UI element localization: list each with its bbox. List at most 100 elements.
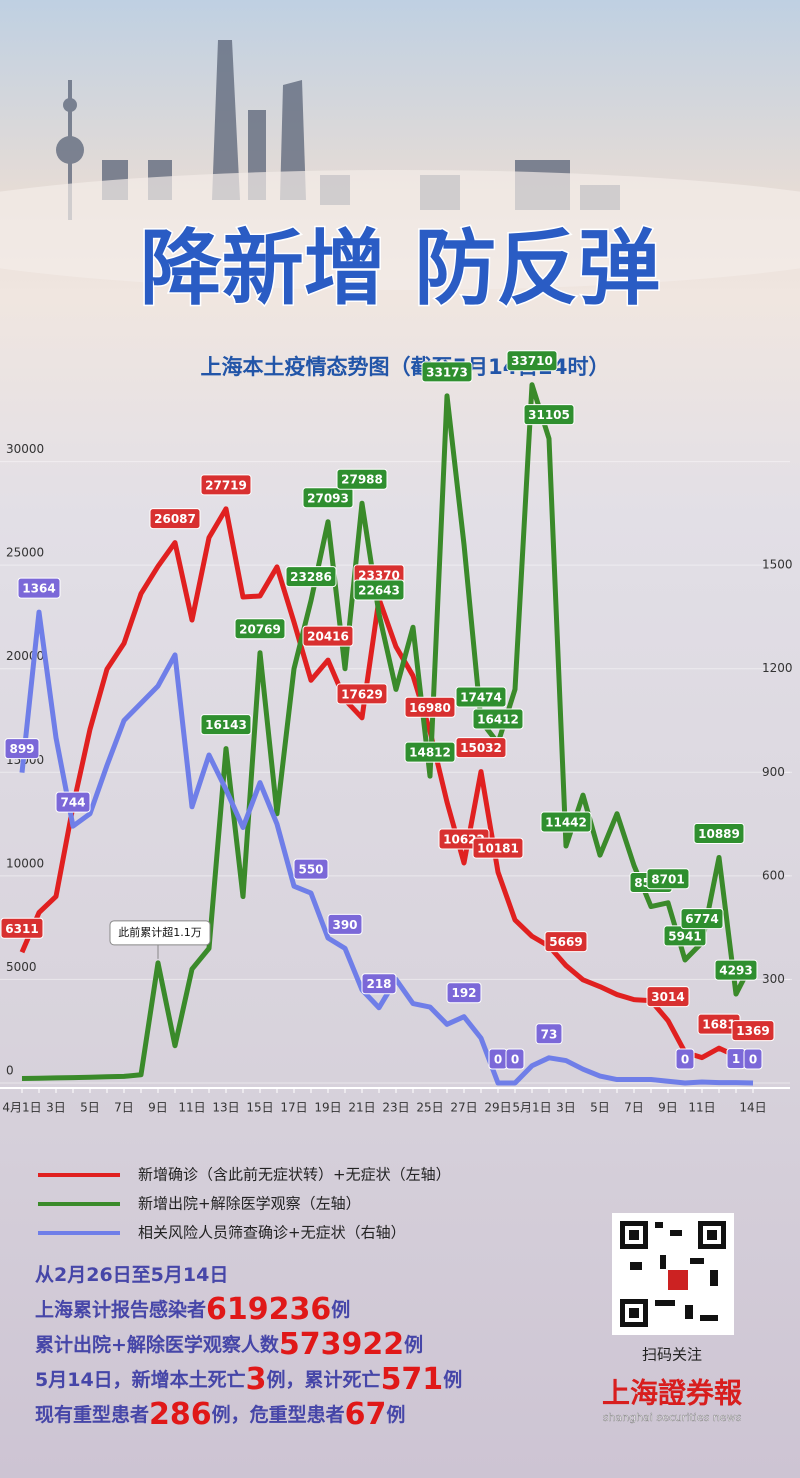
x-tick-label: 19日 [314, 1101, 341, 1115]
series-line [19, 506, 754, 1061]
value-label-box [4, 738, 40, 760]
stat-text: 5月14日，新增本土死亡 [35, 1368, 246, 1391]
value-label: 20416 [307, 630, 349, 644]
value-label: 744 [60, 796, 85, 810]
value-label-box [353, 579, 405, 601]
value-label: 1 [732, 1052, 740, 1066]
annotation-box [109, 920, 211, 946]
y2-tick-label: 1500 [762, 558, 793, 572]
x-tick-label: 11日 [178, 1101, 205, 1115]
legend-label: 新增确诊（含此前无症状转）+无症状（左轴） [138, 1166, 451, 1184]
plot: 0500010000150002000025000300003006009001… [0, 350, 793, 1115]
value-label-box [327, 913, 363, 935]
legend: 新增确诊（含此前无症状转）+无症状（左轴） 新增出院+解除医学观察（左轴） 相关风险… [38, 1166, 451, 1242]
value-label-box [743, 1048, 763, 1070]
value-label-box [149, 508, 201, 530]
y-tick-label: 30000 [6, 442, 44, 456]
value-label-box [523, 404, 575, 426]
y-tick-label: 20000 [6, 649, 44, 663]
stat-text: 现有重型患者 [35, 1403, 149, 1426]
value-label-box [404, 741, 456, 763]
value-label: 5941 [668, 929, 701, 943]
value-label: 10889 [698, 827, 740, 841]
x-tick-label: 9日 [658, 1101, 678, 1115]
x-tick-label: 9日 [148, 1101, 168, 1115]
value-label: 20769 [239, 622, 281, 636]
stat-text: 例 [331, 1298, 350, 1321]
x-tick-label: 7日 [114, 1101, 134, 1115]
x-tick-label: 14日 [739, 1101, 766, 1115]
x-tick-label: 15日 [246, 1101, 273, 1115]
value-label: 10181 [477, 842, 519, 856]
stat-number: 619236 [206, 1292, 331, 1327]
value-label-box [404, 696, 456, 718]
value-label-box [336, 468, 388, 490]
value-label-box [544, 931, 588, 953]
value-label: 17629 [341, 687, 383, 701]
value-label: 550 [298, 863, 323, 877]
y2-tick-label: 1200 [762, 661, 793, 675]
stat-line: 上海累计报告感染者619236例 [35, 1292, 350, 1327]
stat-text: 累计出院+解除医学观察人数 [35, 1333, 280, 1356]
value-label-box [714, 959, 758, 981]
value-label: 15032 [460, 741, 502, 755]
value-label: 14812 [409, 746, 451, 760]
value-label-box [472, 708, 524, 730]
value-label-box [336, 683, 388, 705]
x-tick-label: 7日 [624, 1101, 644, 1115]
value-label-box [646, 868, 690, 890]
value-label: 1364 [22, 582, 55, 596]
y-tick-label: 10000 [6, 856, 44, 870]
value-label: 6774 [685, 912, 718, 926]
stat-line: 现有重型患者286例，危重型患者67例 [35, 1397, 405, 1432]
legend-label: 相关风险人员筛查确诊+无症状（右轴） [138, 1224, 406, 1242]
value-label-box [455, 737, 507, 759]
legend-label: 新增出院+解除医学观察（左轴） [138, 1195, 361, 1213]
value-label: 8701 [651, 872, 684, 886]
value-label: 0 [681, 1053, 689, 1067]
value-label-box [55, 791, 91, 813]
value-label: 23370 [358, 568, 400, 582]
logo: 上海證券報 [602, 1377, 743, 1410]
value-label-box [17, 577, 61, 599]
value-label: 73 [541, 1027, 558, 1041]
y-tick-label: 5000 [6, 960, 37, 974]
value-label-box [455, 686, 507, 708]
x-tick-label: 25日 [416, 1101, 443, 1115]
x-tick-label: 3日 [556, 1101, 576, 1115]
value-label-box [421, 361, 473, 383]
stat-number: 3 [246, 1362, 267, 1397]
x-tick-label: 11日 [688, 1101, 715, 1115]
value-label: 1369 [736, 1024, 769, 1038]
value-label: 6311 [5, 922, 38, 936]
y-tick-label: 25000 [6, 546, 44, 560]
x-tick-label: 13日 [212, 1101, 239, 1115]
value-label-box [646, 986, 690, 1008]
stat-text: 例，危重型患者 [212, 1403, 345, 1426]
annotation: 此前累计超1.1万 [118, 925, 202, 939]
series-line [21, 382, 756, 1081]
value-label: 390 [332, 918, 357, 932]
x-tick-label: 4月1日 [2, 1101, 41, 1115]
value-label: 16412 [477, 713, 519, 727]
x-tick-label: 3日 [46, 1101, 66, 1115]
value-label-box [234, 618, 286, 640]
value-label: 26087 [154, 512, 196, 526]
stat-number: 286 [149, 1397, 212, 1432]
value-label: 5669 [549, 935, 582, 949]
value-label-box [472, 837, 524, 859]
x-tick-label: 17日 [280, 1101, 307, 1115]
value-label-box [446, 982, 482, 1004]
value-label-box [693, 822, 745, 844]
title: 降新增 防反弹 [140, 220, 661, 316]
value-label: 0 [511, 1053, 519, 1067]
stat-text: 例 [386, 1403, 405, 1426]
value-label: 16980 [409, 701, 451, 715]
value-label-box [505, 1048, 525, 1070]
value-label: 33173 [426, 365, 468, 379]
value-label-box [680, 908, 724, 930]
value-label-box [200, 474, 252, 496]
value-label-box [302, 625, 354, 647]
value-label: 31105 [528, 408, 570, 422]
